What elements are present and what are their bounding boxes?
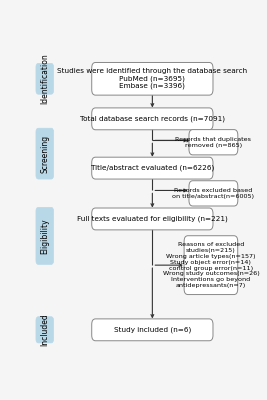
FancyBboxPatch shape — [92, 208, 213, 230]
Text: Total database search records (n=7091): Total database search records (n=7091) — [80, 116, 225, 122]
Text: Study included (n=6): Study included (n=6) — [114, 326, 191, 333]
Text: Full texts evaluated for eligibility (n=221): Full texts evaluated for eligibility (n=… — [77, 216, 228, 222]
Text: Screening: Screening — [40, 134, 49, 173]
FancyBboxPatch shape — [36, 64, 54, 94]
FancyBboxPatch shape — [36, 207, 54, 264]
FancyBboxPatch shape — [189, 181, 238, 206]
FancyBboxPatch shape — [36, 317, 54, 343]
Text: Title/abstract evaluated (n=6226): Title/abstract evaluated (n=6226) — [91, 165, 214, 171]
FancyBboxPatch shape — [92, 319, 213, 341]
FancyBboxPatch shape — [92, 157, 213, 179]
Text: Reasons of excluded
studies(n=215)
Wrong article types(n=157)
Study object error: Reasons of excluded studies(n=215) Wrong… — [163, 242, 259, 288]
Text: Identification: Identification — [40, 54, 49, 104]
Text: Included: Included — [40, 314, 49, 346]
FancyBboxPatch shape — [92, 108, 213, 130]
Text: Records excluded based
on title/abstract(n=6005): Records excluded based on title/abstract… — [172, 188, 254, 199]
FancyBboxPatch shape — [189, 130, 238, 155]
FancyBboxPatch shape — [36, 128, 54, 179]
FancyBboxPatch shape — [92, 62, 213, 95]
Text: Studies were identified through the database search
PubMed (n=3695)
Embase (n=33: Studies were identified through the data… — [57, 68, 248, 89]
FancyBboxPatch shape — [184, 236, 238, 294]
Text: Records that duplicates
removed (n=865): Records that duplicates removed (n=865) — [175, 137, 252, 148]
Text: Eligibility: Eligibility — [40, 218, 49, 254]
